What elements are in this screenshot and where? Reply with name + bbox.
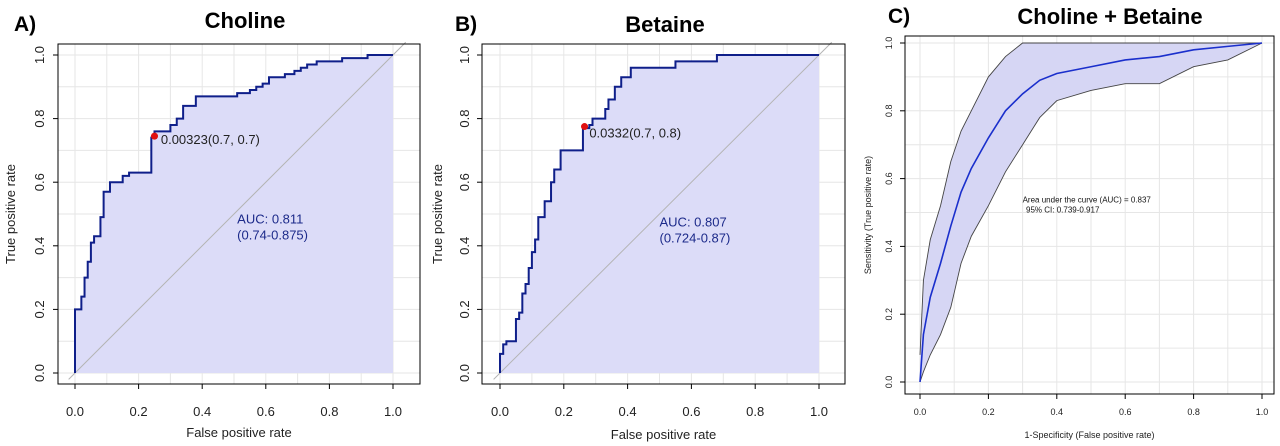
confidence-band [920, 43, 1262, 382]
ci-annotation: 95% CI: 0.739-0.917 [1026, 206, 1100, 215]
plot-frame [57, 43, 421, 385]
chart-title: Choline [204, 8, 286, 33]
y-tick-label: 0.6 [457, 173, 472, 191]
panel-label: B) [455, 13, 478, 36]
y-tick-label: 0.8 [457, 110, 472, 128]
y-tick-label: 1.0 [457, 46, 472, 64]
y-tick-label: 1.0 [884, 37, 894, 50]
x-tick-label: 0.4 [619, 404, 637, 419]
x-tick-label: 0.6 [1119, 407, 1132, 417]
x-axis-label: 1-Specificity (False positive rate) [1024, 430, 1154, 440]
x-tick-label: 0.2 [555, 404, 573, 419]
x-axis-label: False positive rate [186, 425, 292, 440]
chart-title: Choline + Betaine [1017, 4, 1203, 29]
auc-ci-label: (0.74-0.875) [237, 227, 308, 242]
y-tick-label: 0.8 [884, 105, 894, 118]
x-tick-label: 0.8 [746, 404, 764, 419]
x-tick-label: 1.0 [384, 404, 402, 419]
x-tick-label: 1.0 [1256, 407, 1269, 417]
x-tick-label: 1.0 [810, 404, 828, 419]
confidence-band-lower [919, 42, 1263, 383]
y-tick-label: 1.0 [32, 46, 47, 64]
y-tick-label: 0.6 [32, 173, 47, 191]
y-tick-label: 0.0 [884, 376, 894, 389]
auc-ci-label: (0.724-0.87) [660, 231, 731, 246]
roc-chart-choline: 0.0 0.0 0.2 0.2 0.4 0.4 0.6 0.6 0.8 0.8 1.0 1.0 Fals… [3, 41, 421, 440]
roc-chart-betaine: 0.0 0.0 0.2 0.2 0.4 0.4 0.6 0.6 0.8 0.8 1.0 1.0 Fals… [430, 41, 846, 442]
roc-curve [919, 42, 1263, 383]
x-tick-label: 0.0 [491, 404, 509, 419]
x-tick-label: 0.8 [320, 404, 338, 419]
y-tick-label: 0.8 [32, 110, 47, 128]
x-tick-label: 0.4 [193, 404, 211, 419]
x-tick-label: 0.6 [257, 404, 275, 419]
panel-combined: C) Choline + Betaine 0.0 0.0 0.2 0.2 0.4 0.4 0… [850, 0, 1280, 446]
y-tick-label: 0.2 [457, 300, 472, 318]
y-tick-label: 0.0 [32, 364, 47, 382]
y-axis-label: True positive rate [3, 164, 18, 264]
x-tick-label: 0.0 [66, 404, 84, 419]
panel-label: A) [14, 13, 37, 36]
x-tick-label: 0.2 [130, 404, 148, 419]
threshold-label: 0.00323(0.7, 0.7) [161, 132, 260, 147]
y-tick-label: 0.4 [32, 237, 47, 255]
x-tick-label: 0.0 [914, 407, 927, 417]
roc-chart-choline-betaine: 0.0 0.0 0.2 0.2 0.4 0.4 0.6 0.6 0.8 0.8 1.0 1.0 1-Sp… [863, 35, 1275, 440]
plot-frame [481, 43, 846, 385]
reference-diagonal [493, 41, 833, 380]
chart-title: Betaine [625, 12, 705, 37]
y-tick-label: 0.4 [457, 237, 472, 255]
y-axis-label: True positive rate [430, 164, 445, 264]
y-tick-label: 0.2 [32, 300, 47, 318]
x-tick-label: 0.8 [1187, 407, 1200, 417]
panel-betaine: B) Betaine 0.0 0.0 0.2 0.2 0.4 0.4 0.6 0.6 0.8 0.… [425, 0, 850, 446]
optimal-threshold-point [151, 132, 158, 140]
confidence-band-upper [919, 42, 1262, 355]
y-tick-label: 0.2 [884, 308, 894, 321]
optimal-threshold-point [581, 123, 589, 131]
panel-choline: A) Choline 0.0 0.0 0.2 0.2 0.4 0.4 0.6 0.6 0.8 0.… [0, 0, 425, 446]
threshold-label: 0.0332(0.7, 0.8) [589, 126, 681, 141]
y-tick-label: 0.4 [884, 240, 894, 253]
auc-label: AUC: 0.811 [237, 212, 303, 227]
reference-diagonal [68, 41, 407, 380]
x-axis-label: False positive rate [611, 427, 717, 442]
roc-curve [499, 54, 819, 373]
panel-label: C) [888, 5, 911, 28]
y-tick-label: 0.0 [457, 364, 472, 382]
auc-label: AUC: 0.807 [660, 215, 727, 230]
x-tick-label: 0.6 [682, 404, 700, 419]
x-tick-label: 0.2 [982, 407, 995, 417]
y-tick-label: 0.6 [884, 172, 894, 185]
x-tick-label: 0.4 [1051, 407, 1064, 417]
auc-annotation: Area under the curve (AUC) = 0.837 [1023, 195, 1152, 204]
plot-frame [904, 35, 1275, 395]
y-axis-label: Sensitivity (True positive rate) [863, 156, 873, 274]
roc-curve [74, 54, 393, 373]
